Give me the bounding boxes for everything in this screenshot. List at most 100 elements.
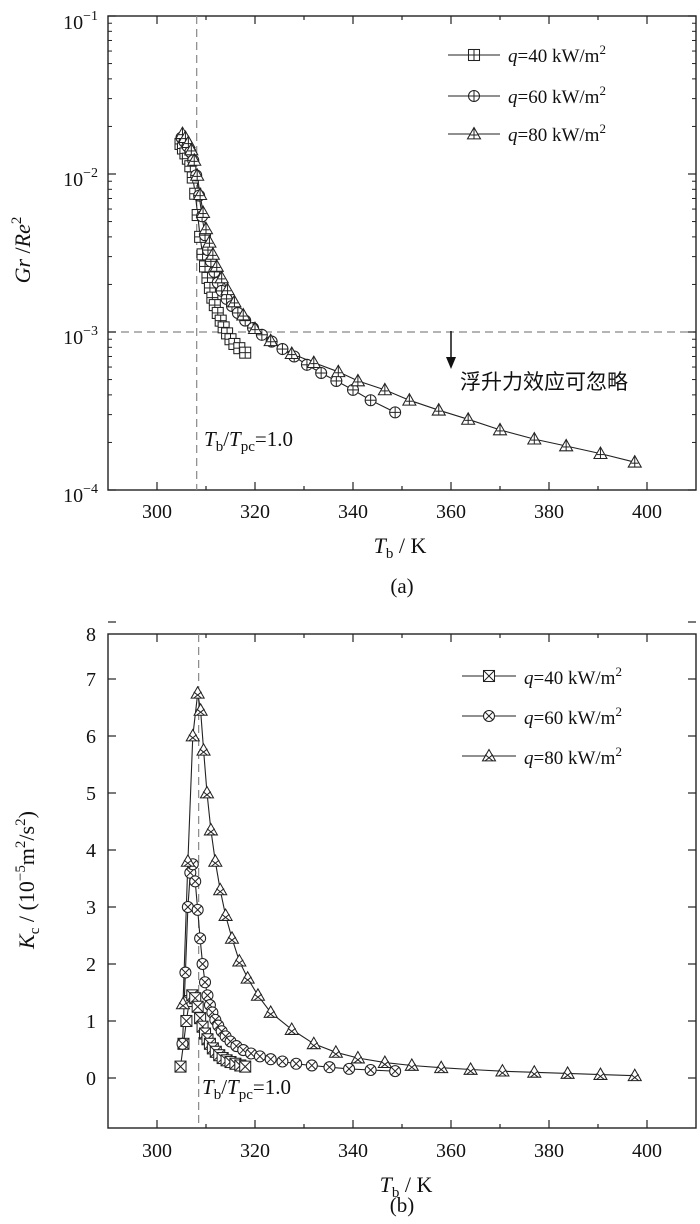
panel-b: 0 1 2 3 4 5 6 7 8 300 320 340 360 380 40…: [13, 621, 697, 1217]
data-point-triangle-x: [377, 1055, 393, 1069]
legend-a: q=40 kW/m2 q=60 kW/m2 q=80 kW/m2: [448, 42, 606, 146]
data-point-circle-plus: [276, 343, 289, 356]
data-point-triangle-plus: [183, 142, 199, 156]
legend-marker: [467, 48, 481, 62]
data-point-triangle-x: [190, 685, 206, 699]
data-point-square-x: [239, 1060, 252, 1073]
data-point-triangle-x: [404, 1057, 420, 1071]
y-axis-label-a: Gr /Re2: [9, 217, 35, 284]
data-point-triangle-x: [463, 1061, 479, 1075]
caption-b: (b): [390, 1193, 415, 1217]
data-point-circle-x: [276, 1055, 289, 1068]
legend-marker-triangle-plus: [466, 126, 482, 140]
legend-b: q=40 kW/m2 q=60 kW/m2 q=80 kW/m2: [462, 664, 622, 769]
x-tick-label-b: 320: [240, 1140, 270, 1162]
y-tick-label-a: 10−3: [63, 324, 98, 349]
y-tick-label-b: 2: [86, 954, 96, 976]
legend-marker: [482, 669, 496, 683]
data-point-triangle-x: [328, 1044, 344, 1058]
data-point-triangle-plus: [186, 152, 202, 166]
data-point-triangle-plus: [220, 282, 235, 296]
x-tick-label-a: 360: [436, 501, 466, 523]
data-point-triangle-x: [180, 853, 196, 867]
data-point-triangle-plus: [431, 402, 447, 416]
data-point-triangle-x: [627, 1068, 643, 1082]
data-point-triangle-plus: [209, 258, 225, 272]
data-point-triangle-x: [175, 996, 191, 1010]
data-point-triangle-x: [593, 1067, 608, 1080]
y-tick-label-a: 10−4: [63, 482, 98, 507]
vline-label-a: Tb/Tpc=1.0: [204, 427, 293, 455]
data-point-triangle-x: [284, 1021, 300, 1035]
legend-marker-circle-plus: [467, 89, 481, 103]
data-point-triangle-x: [218, 907, 234, 921]
data-point-triangle-plus: [198, 221, 214, 235]
data-point-circle-x: [191, 903, 204, 916]
data-point-triangle-plus: [401, 392, 417, 406]
data-point-circle-x: [323, 1061, 336, 1074]
data-point-triangle-plus: [192, 187, 208, 201]
x-tick-label-a: 340: [338, 501, 368, 523]
data-point-circle-plus: [315, 366, 328, 380]
y-tick-label-a: 10−1: [63, 9, 98, 34]
data-point-triangle-x: [212, 882, 228, 896]
legend-label: q=40 kW/m2: [524, 664, 622, 689]
y-tick-label-b: 4: [86, 840, 96, 862]
legend-marker: [481, 748, 497, 762]
y-tick-label-b: 7: [86, 669, 96, 691]
data-point-triangle-plus: [377, 382, 393, 396]
data-point-triangle-x: [495, 1063, 510, 1077]
annotation-text: 浮升力效应可忽略: [460, 370, 628, 394]
data-point-triangle-plus: [214, 270, 230, 284]
data-point-triangle-x: [203, 822, 219, 836]
data-point-circle-x: [201, 989, 214, 1002]
data-point-circle-plus: [389, 406, 402, 419]
data-point-triangle-plus: [263, 333, 279, 347]
data-point-triangle-plus: [627, 454, 643, 468]
x-tick-label-a: 380: [534, 501, 564, 523]
data-point-triangle-x: [526, 1064, 542, 1078]
x-axis-label-b: Tb / K: [380, 1172, 433, 1201]
data-point-circle-x: [176, 1037, 189, 1050]
data-point-circle-x: [194, 932, 207, 945]
data-point-circle-plus: [364, 394, 377, 407]
series-lines-a: [180, 133, 635, 463]
data-point-circle-x: [264, 1053, 277, 1066]
series-markers-b: [174, 685, 643, 1082]
panel-a: 10−1 10−2 10−3 10−4 300 320 340 360 380 …: [9, 9, 697, 598]
data-point-circle-x: [343, 1062, 356, 1075]
data-point-triangle-plus: [330, 364, 346, 378]
data-point-triangle-plus: [205, 246, 221, 260]
data-point-circle-x: [245, 1047, 258, 1060]
data-point-triangle-x: [185, 728, 201, 742]
x-tick-label-b: 300: [142, 1140, 172, 1162]
x-tick-label-b: 380: [534, 1140, 564, 1162]
x-tick-label-a: 300: [142, 501, 172, 523]
legend-label: q=60 kW/m2: [524, 704, 622, 729]
data-point-triangle-x: [193, 702, 209, 716]
data-point-circle-x: [290, 1057, 303, 1070]
y-tick-label-b: 8: [86, 624, 96, 646]
legend-label: q=60 kW/m2: [508, 83, 606, 108]
y-tick-label-b: 5: [86, 783, 96, 805]
y-axis-label-b: Kc / (10−5m2/s2): [13, 811, 43, 950]
y-tick-label-b: 1: [86, 1011, 96, 1033]
caption-a: (a): [390, 574, 413, 598]
ticks-b: [108, 621, 696, 1128]
data-point-circle-x: [198, 976, 212, 989]
data-point-triangle-x: [433, 1060, 449, 1074]
y-tick-label-b: 6: [86, 726, 96, 748]
data-point-triangle-plus: [195, 205, 211, 218]
data-point-circle-x: [179, 966, 192, 979]
y-tick-label-b: 3: [86, 897, 96, 919]
data-point-circle-x: [389, 1065, 402, 1078]
data-point-triangle-plus: [284, 346, 300, 359]
legend-marker-square-x: [482, 669, 496, 683]
data-point-triangle-x: [306, 1036, 322, 1050]
data-point-triangle-x: [240, 970, 256, 984]
data-point-triangle-plus: [350, 373, 366, 387]
data-point-triangle-x: [199, 785, 215, 799]
data-point-triangle-x: [196, 742, 211, 756]
x-tick-label-a: 400: [632, 501, 662, 523]
